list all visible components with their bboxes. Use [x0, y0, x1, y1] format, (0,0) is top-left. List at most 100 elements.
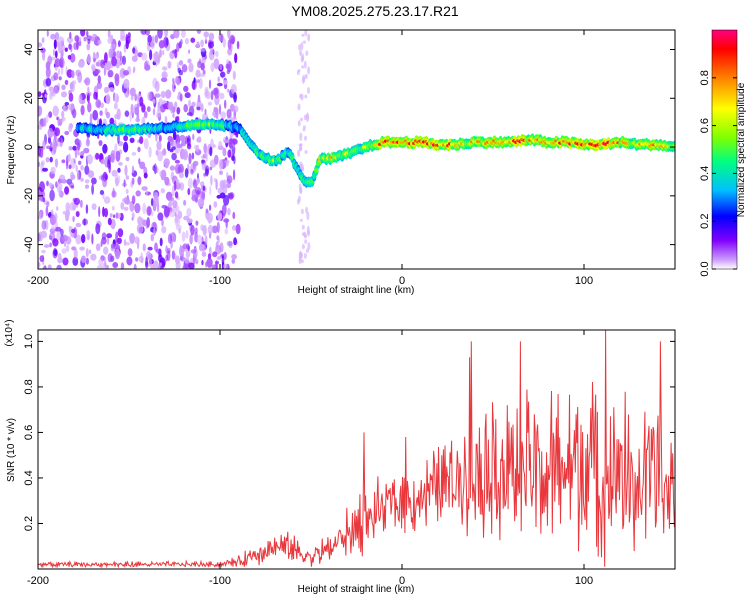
- spectrogram-noise-blob: [71, 228, 76, 234]
- spectrogram-noise-blob: [221, 254, 225, 267]
- spectrogram-noise-blob: [87, 170, 95, 179]
- spectrogram-noise-blob: [173, 30, 180, 39]
- spectrogram-noise-blob: [211, 225, 218, 234]
- spectrogram-noise-blob: [114, 73, 120, 82]
- spectrogram-noise-blob: [61, 159, 66, 164]
- spectrogram-noise-blob: [137, 176, 142, 186]
- spectrogram-noise-blob: [127, 248, 133, 257]
- spectrogram-noise-blob: [299, 187, 302, 194]
- spectrogram-noise-blob: [186, 137, 190, 143]
- spectrogram-noise-blob: [182, 243, 188, 250]
- spectrogram-noise-blob: [227, 48, 233, 56]
- spectrogram-noise-blob: [178, 172, 184, 179]
- spectrogram-noise-blob: [38, 161, 41, 167]
- spectrogram-noise-blob: [95, 223, 101, 235]
- spectrogram-noise-blob: [167, 196, 174, 202]
- spectrogram-noise-blob: [215, 178, 218, 191]
- spectrogram-noise-blob: [164, 115, 168, 125]
- spectrogram-noise-blob: [114, 143, 118, 154]
- spectrogram-noise-blob: [129, 233, 136, 244]
- spectrogram-noise-blob: [161, 71, 168, 79]
- spectrogram-noise-blob: [213, 144, 216, 148]
- spectrogram-noise-blob: [175, 205, 180, 213]
- spectrogram-noise-blob: [140, 252, 143, 262]
- spectrogram-noise-blob: [222, 38, 226, 48]
- y-tick-label: -20: [23, 188, 35, 204]
- spectrogram-noise-blob: [90, 253, 97, 261]
- snr-y-ticks: 0.2 0.4 0.6 0.8 1.0: [23, 334, 675, 531]
- spectrogram-noise-blob: [123, 135, 128, 142]
- spectrogram-noise-blob: [141, 186, 148, 191]
- spectrogram-noise-blob: [114, 93, 119, 104]
- spectrogram-noise-blob: [81, 234, 86, 244]
- spectrogram-noise-blob: [131, 212, 135, 219]
- spectrogram-noise-blob: [120, 35, 126, 42]
- spectrogram-noise-blob: [190, 168, 194, 175]
- spectrogram-noise-blob: [49, 189, 55, 202]
- spectrogram-noise-blob: [125, 175, 130, 180]
- spectrogram-noise-blob: [68, 164, 72, 170]
- spectrogram-noise-blob: [115, 150, 121, 162]
- spectrogram-noise-blob: [183, 85, 189, 92]
- chart-title: YM08.2025.275.23.17.R21: [291, 3, 459, 19]
- spectrogram-noise-blob: [43, 264, 47, 269]
- spectrogram-noise-blob: [195, 69, 201, 78]
- colorbar-ticks: 0.0 0.2 0.4 0.6 0.8: [699, 70, 737, 277]
- spectrogram-noise-blob: [95, 69, 101, 74]
- spectrogram-noise-blob: [234, 53, 238, 64]
- spectrogram-noise-blob: [124, 110, 130, 117]
- spectrogram-noise-blob: [91, 233, 94, 245]
- spectrogram-noise-blob: [225, 63, 230, 70]
- spectrogram-noise-blob: [68, 43, 72, 50]
- spectrogram-noise-blob: [123, 78, 130, 89]
- spectrogram-noise-blob: [135, 190, 141, 197]
- spectrogram-noise-blob: [43, 117, 47, 127]
- spectrogram-noise-blob: [195, 220, 199, 226]
- spectrogram-noise-blob: [137, 216, 143, 226]
- spectrogram-noise-blob: [131, 165, 135, 174]
- spectrogram-noise-blob: [191, 80, 197, 91]
- spectrogram-noise-blob: [87, 38, 91, 45]
- spectrogram-noise-blob: [226, 175, 233, 184]
- spectrogram-noise-blob: [299, 49, 303, 57]
- spectrogram-noise-blob: [236, 40, 240, 50]
- spectrogram-noise-blob: [154, 34, 158, 44]
- spectrogram-noise-blob: [207, 253, 212, 260]
- spectrogram-noise-blob: [220, 111, 226, 119]
- spectrogram-noise-blob: [49, 242, 52, 248]
- spectrogram-noise-blob: [130, 103, 134, 115]
- spectrogram-y-ticks: -40 -20 0 20 40: [23, 43, 675, 253]
- spectrogram-noise-blob: [83, 147, 90, 154]
- spectrogram-noise-blob: [131, 177, 135, 185]
- spectrogram-noise-blob: [200, 39, 205, 48]
- spectrogram-noise-blob: [39, 255, 45, 262]
- spectrogram-frame: [37, 29, 676, 270]
- spectrogram-noise-blob: [85, 248, 89, 258]
- spectrogram-noise-blob: [38, 42, 43, 48]
- spectrogram-noise-blob: [213, 178, 217, 183]
- spectrogram-noise-blob: [304, 30, 308, 37]
- spectrogram-noise-blob: [146, 217, 150, 228]
- spectrogram-noise-blob: [144, 191, 151, 196]
- spectrogram-noise-blob: [87, 54, 91, 64]
- spectrogram-x-axis-label: Height of straight line (km): [298, 285, 415, 296]
- spectrogram-noise-blob: [201, 159, 206, 164]
- spectrogram-noise-blob: [70, 70, 75, 79]
- spectrogram-noise-blob: [100, 159, 106, 165]
- spectrogram-noise-blob: [226, 182, 232, 189]
- spectrogram-noise-blob: [83, 36, 87, 42]
- spectrogram-noise-blob: [302, 74, 306, 83]
- spectrogram-noise-blob: [194, 227, 198, 234]
- spectrogram-noise-blob: [201, 189, 206, 202]
- spectrogram-noise-blob: [71, 80, 77, 85]
- spectrogram-noise-blob: [227, 30, 231, 39]
- spectrogram-noise-blob: [219, 92, 225, 100]
- spectrogram-noise-blob: [171, 146, 176, 151]
- spectrogram-noise-blob: [303, 252, 307, 259]
- spectrogram-noise-blob: [46, 114, 49, 123]
- spectrogram-noise-blob: [299, 93, 303, 99]
- spectrogram-noise-blob: [75, 69, 82, 77]
- spectrogram-noise-blob: [68, 146, 73, 151]
- spectrogram-noise-blob: [48, 182, 53, 188]
